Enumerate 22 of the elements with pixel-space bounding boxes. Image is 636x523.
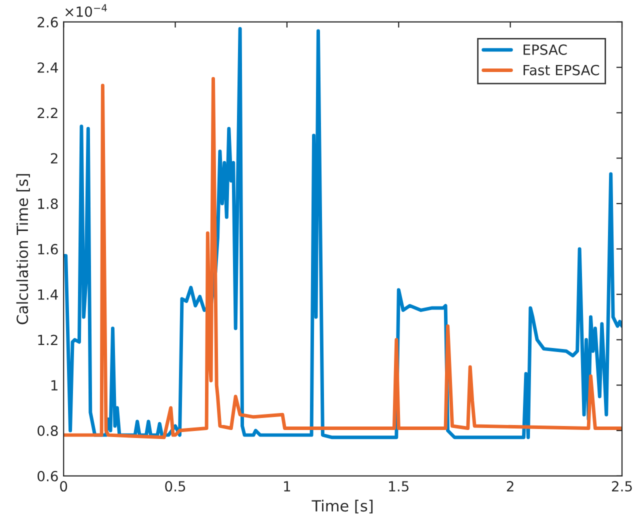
y-tick-label: 1 — [51, 380, 58, 390]
y-tick-label: 2.6 — [38, 16, 58, 28]
x-tick-label: 2 — [506, 481, 514, 492]
y-tick-label: 2.4 — [38, 62, 58, 73]
x-tick-label: 1 — [284, 481, 290, 492]
x-tick-label: 0 — [60, 481, 68, 492]
y-tick-label: 1.8 — [38, 198, 58, 210]
x-tick-label: 2.5 — [612, 481, 632, 492]
text: ×10$^{−4}$ — [66, 4, 107, 17]
legend-label: EPSAC — [524, 44, 567, 55]
y-tick-label: 0.6 — [38, 470, 58, 482]
y-axis-title: Calculation Time [s] — [16, 174, 30, 324]
y-tick-label: 0.8 — [38, 426, 58, 436]
x-tick-label: 0.5 — [165, 481, 186, 492]
y-tick-label: 1.4 — [38, 289, 58, 300]
x-tick-label: 1.5 — [389, 481, 408, 492]
x-axis-title: Time [s] — [312, 500, 373, 514]
y-tick-label: 2 — [50, 153, 58, 164]
y-tick-label: 1.6 — [38, 244, 58, 254]
legend-label: Fast EPSAC — [524, 64, 600, 76]
y-tick-label: 2.2 — [38, 108, 58, 118]
y-tick-label: 1.2 — [38, 334, 58, 346]
